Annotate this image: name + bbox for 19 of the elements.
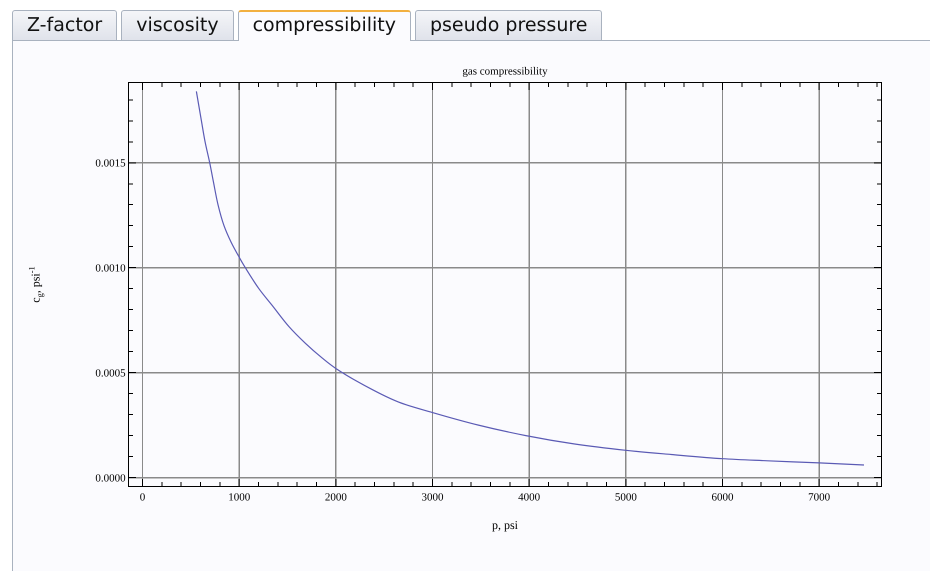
y-tick-label: 0.0000: [95, 472, 126, 484]
x-axis-title: p, psi: [492, 518, 519, 532]
tab: compressibility: [238, 10, 411, 41]
line-series: [196, 90, 865, 466]
tab: viscosity: [121, 10, 234, 40]
tab: pseudo pressure: [414, 10, 602, 40]
y-tick-label: 0.0005: [95, 368, 126, 380]
x-tick-label: 4000: [518, 491, 541, 504]
chart-title: gas compressibility: [462, 66, 548, 78]
x-tick-label: 7000: [808, 491, 831, 504]
x-tick-label: 2000: [324, 491, 348, 504]
x-tick-label: 3000: [422, 491, 444, 504]
x-tick-label: 0: [140, 491, 146, 504]
x-tick-label: 1000: [228, 491, 251, 504]
y-tick-label: 0.0010: [95, 262, 126, 275]
x-tick-label: 5000: [614, 491, 638, 504]
x-tick-label: 6000: [711, 491, 734, 504]
y-tick-label: 0.0015: [95, 158, 126, 170]
tab: Z-factor: [12, 10, 118, 40]
